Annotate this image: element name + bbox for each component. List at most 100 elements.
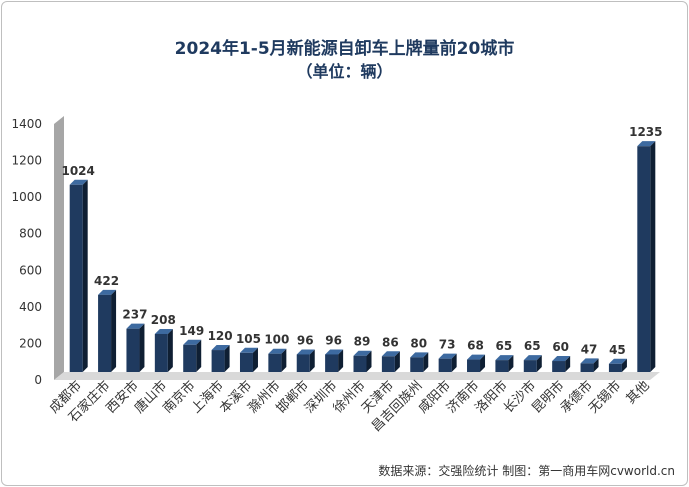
bar	[495, 360, 509, 372]
bar-side	[593, 358, 599, 372]
bar	[154, 333, 168, 372]
data-label: 60	[552, 340, 569, 354]
bar	[126, 328, 140, 372]
data-label: 208	[151, 313, 176, 327]
axis-floor	[54, 372, 660, 380]
bar-top	[608, 358, 627, 364]
bar-side	[536, 355, 542, 372]
bar-top	[410, 352, 429, 358]
bar-side	[338, 349, 344, 372]
bar	[296, 354, 310, 372]
bar-top	[268, 348, 287, 354]
data-label: 47	[581, 342, 598, 356]
data-label: 45	[609, 343, 626, 357]
bar-side	[508, 355, 514, 372]
bar-side	[196, 339, 202, 372]
bar	[608, 363, 622, 372]
bar	[239, 352, 253, 372]
bar	[211, 350, 225, 372]
data-label: 96	[325, 333, 342, 347]
bar	[552, 361, 566, 372]
bar-side	[111, 289, 117, 372]
bar-top	[239, 347, 258, 353]
data-label: 80	[410, 336, 427, 350]
bar-top	[126, 323, 145, 329]
chart-subtitle: （单位：辆）	[296, 62, 393, 81]
bar-side	[366, 350, 372, 372]
bar-top	[98, 289, 117, 295]
bar-side	[621, 358, 627, 372]
bar	[183, 344, 197, 372]
bar-top	[296, 349, 315, 355]
bar-top	[523, 355, 542, 361]
y-tick-label: 800	[19, 227, 42, 241]
data-label: 89	[354, 335, 371, 349]
bar-side	[650, 141, 656, 372]
bar-top	[211, 345, 230, 351]
bar	[69, 184, 83, 372]
data-label: 1024	[61, 164, 94, 178]
bar-side	[451, 353, 457, 372]
data-label: 86	[382, 335, 399, 349]
bar-side	[565, 356, 571, 372]
axis-wall	[54, 116, 64, 380]
bar-side	[139, 323, 145, 372]
bar-side	[82, 179, 88, 372]
source-note: 数据来源：交强险统计 制图：第一商用车网cvworld.cn	[378, 464, 675, 478]
bar-side	[281, 348, 287, 372]
bar-side	[224, 345, 230, 372]
chart-title: 2024年1-5月新能源自卸车上牌量前20城市	[174, 39, 515, 59]
bar-top	[637, 141, 656, 147]
bar	[381, 356, 395, 372]
bar-top	[580, 358, 599, 364]
bar-top	[325, 349, 344, 355]
bar-side	[167, 328, 173, 372]
bar	[467, 359, 481, 372]
data-label: 1235	[629, 125, 662, 139]
bar	[438, 358, 452, 372]
data-label: 68	[467, 339, 484, 353]
bar	[353, 355, 367, 372]
bar-top	[154, 328, 173, 334]
data-label: 65	[496, 339, 513, 353]
y-tick-label: 400	[19, 300, 42, 314]
bar-top	[353, 350, 372, 356]
bar-side	[309, 349, 315, 372]
data-label: 149	[179, 324, 204, 338]
y-tick-label: 600	[19, 263, 42, 277]
data-label: 100	[264, 333, 289, 347]
bar	[637, 146, 651, 372]
bar-top	[467, 354, 486, 360]
y-tick-label: 1000	[11, 190, 42, 204]
data-label: 422	[94, 274, 119, 288]
data-label: 73	[439, 338, 456, 352]
bar-top	[183, 339, 202, 345]
bar-side	[252, 347, 258, 372]
bar-top	[381, 351, 400, 357]
data-label: 96	[297, 333, 314, 347]
bar	[523, 360, 537, 372]
data-label: 120	[208, 329, 233, 343]
bar	[98, 294, 112, 372]
y-tick-label: 1200	[11, 154, 42, 168]
y-tick-label: 0	[34, 373, 42, 387]
y-tick-label: 1400	[11, 117, 42, 131]
data-label: 105	[236, 332, 261, 346]
bar	[325, 354, 339, 372]
bar	[410, 357, 424, 372]
data-label: 237	[122, 308, 147, 322]
data-label: 65	[524, 339, 541, 353]
bar-top	[438, 353, 457, 359]
bar-top	[69, 179, 88, 185]
bar	[268, 353, 282, 372]
bar-top	[552, 356, 571, 362]
x-tick-label: 无锡市	[585, 378, 624, 417]
bar-side	[394, 351, 400, 372]
y-tick-label: 200	[19, 336, 42, 350]
bar-side	[423, 352, 429, 372]
x-tick-label: 其他	[624, 378, 653, 407]
bar	[580, 363, 594, 372]
bar-top	[495, 355, 514, 361]
